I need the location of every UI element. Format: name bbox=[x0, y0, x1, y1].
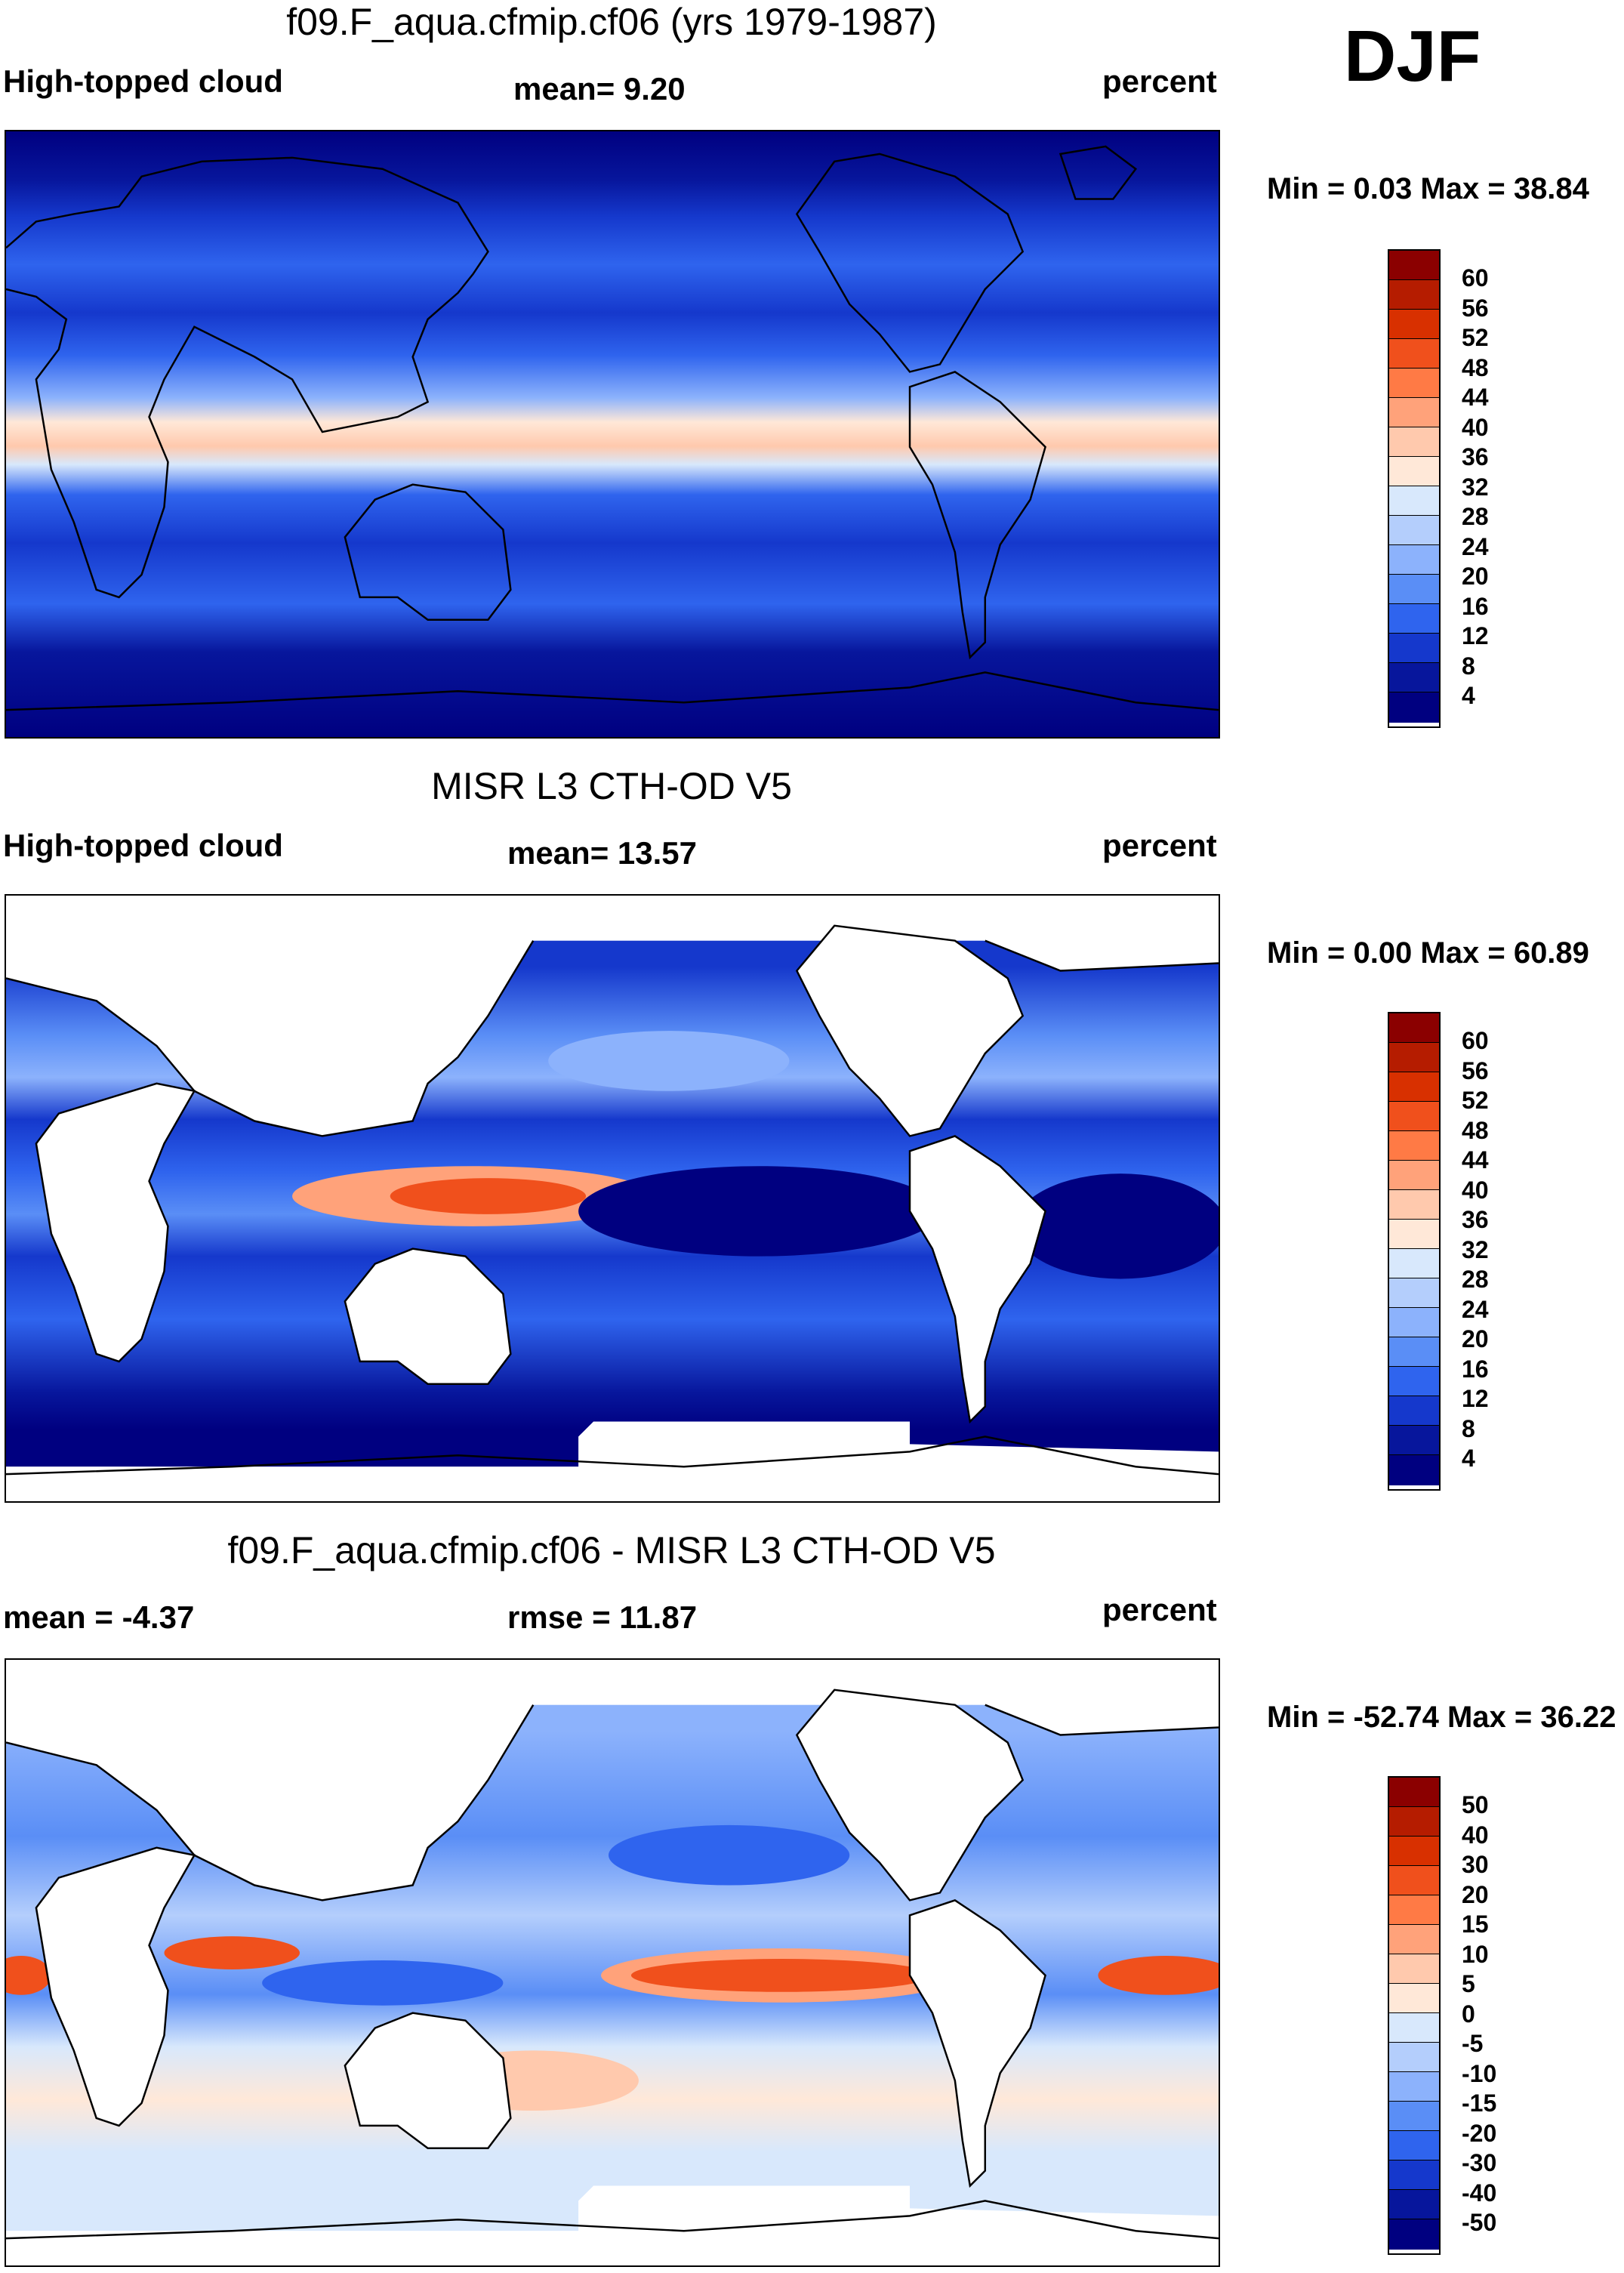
panel-1-title: f09.F_aqua.cfmip.cf06 (yrs 1979-1987) bbox=[286, 1, 937, 43]
panel-1-tick: 24 bbox=[1462, 533, 1489, 560]
panel-3-tick: 40 bbox=[1462, 1821, 1489, 1849]
panel-1-map bbox=[5, 130, 1220, 739]
panel-3-map-graphic bbox=[6, 1660, 1219, 2265]
panel-1-minmax: Min = 0.03 Max = 38.84 bbox=[1267, 172, 1589, 205]
panel-2-tick: 32 bbox=[1462, 1236, 1489, 1263]
panel-3-tick: 0 bbox=[1462, 2000, 1475, 2028]
panel-2-left-label: High-topped cloud bbox=[3, 828, 283, 863]
panel-1-coastlines bbox=[6, 145, 1219, 711]
panel-2-tick: 48 bbox=[1462, 1117, 1489, 1144]
panel-3-minmax: Min = -52.74 Max = 36.22 bbox=[1267, 1701, 1616, 1734]
panel-3-map bbox=[5, 1658, 1220, 2267]
panel-2-tick: 8 bbox=[1462, 1415, 1475, 1442]
panel-2-tick: 44 bbox=[1462, 1146, 1489, 1174]
panel-2-coastlines bbox=[6, 924, 1219, 1476]
panel-3-tick: -30 bbox=[1462, 2149, 1497, 2176]
panel-1-tick: 8 bbox=[1462, 652, 1475, 680]
panel-3-tick: 10 bbox=[1462, 1941, 1489, 1968]
panel-3-tick: 50 bbox=[1462, 1791, 1489, 1818]
panel-1-tick: 16 bbox=[1462, 593, 1489, 620]
season-label: DJF bbox=[1344, 16, 1481, 97]
panel-2-tick: 60 bbox=[1462, 1027, 1489, 1054]
panel-3-tick: 20 bbox=[1462, 1881, 1489, 1908]
panel-2-mean: mean= 13.57 bbox=[507, 835, 698, 871]
panel-3-tick: -15 bbox=[1462, 2089, 1497, 2117]
panel-3-tick: -10 bbox=[1462, 2060, 1497, 2087]
panel-3-tick: -5 bbox=[1462, 2030, 1484, 2057]
panel-1-tick: 4 bbox=[1462, 682, 1475, 709]
panel-1-mean: mean= 9.20 bbox=[513, 71, 686, 106]
panel-2-tick: 52 bbox=[1462, 1087, 1489, 1114]
panel-2-map bbox=[5, 894, 1220, 1503]
panel-2-map-graphic bbox=[6, 896, 1219, 1501]
panel-3-coastlines bbox=[6, 1689, 1219, 2240]
panel-2-tick: 12 bbox=[1462, 1385, 1489, 1412]
panel-1-tick: 36 bbox=[1462, 443, 1489, 470]
panel-2-title: MISR L3 CTH-OD V5 bbox=[431, 765, 792, 807]
panel-2-tick: 16 bbox=[1462, 1355, 1489, 1383]
panel-2-tick: 20 bbox=[1462, 1325, 1489, 1352]
panel-1-tick: 40 bbox=[1462, 414, 1489, 441]
panel-2-colorbar bbox=[1388, 1012, 1441, 1491]
panel-3-rmse: rmse = 11.87 bbox=[507, 1599, 698, 1635]
panel-2-tick: 40 bbox=[1462, 1177, 1489, 1204]
panel-3-tick: 30 bbox=[1462, 1851, 1489, 1878]
panel-1-units: percent bbox=[1102, 63, 1217, 99]
panel-3-tick: -50 bbox=[1462, 2209, 1497, 2236]
panel-2-tick: 28 bbox=[1462, 1266, 1489, 1293]
panel-1-map-graphic bbox=[6, 131, 1219, 737]
panel-3-colorbar bbox=[1388, 1776, 1441, 2255]
panel-1-tick: 56 bbox=[1462, 295, 1489, 322]
panel-2-tick: 56 bbox=[1462, 1057, 1489, 1084]
panel-3-tick: -20 bbox=[1462, 2120, 1497, 2147]
panel-1-tick: 48 bbox=[1462, 354, 1489, 381]
panel-1-left-label: High-topped cloud bbox=[3, 63, 283, 99]
panel-3-tick: 15 bbox=[1462, 1911, 1489, 1938]
panel-2-units: percent bbox=[1102, 828, 1217, 863]
panel-1-tick: 32 bbox=[1462, 473, 1489, 501]
panel-3-tick: 5 bbox=[1462, 1970, 1475, 1997]
panel-3-mean: mean = -4.37 bbox=[3, 1599, 195, 1635]
panel-3-title: f09.F_aqua.cfmip.cf06 - MISR L3 CTH-OD V… bbox=[227, 1529, 996, 1571]
panel-3-units: percent bbox=[1102, 1592, 1217, 1627]
panel-1-tick: 52 bbox=[1462, 324, 1489, 351]
panel-3-tick: -40 bbox=[1462, 2179, 1497, 2207]
panel-1-tick: 28 bbox=[1462, 503, 1489, 530]
panel-2-tick: 4 bbox=[1462, 1445, 1475, 1472]
panel-2-tick: 36 bbox=[1462, 1206, 1489, 1233]
panel-1-tick: 44 bbox=[1462, 384, 1489, 411]
panel-1-colorbar bbox=[1388, 249, 1441, 728]
panel-2-tick: 24 bbox=[1462, 1296, 1489, 1323]
panel-1-tick: 60 bbox=[1462, 264, 1489, 291]
panel-1-tick: 20 bbox=[1462, 563, 1489, 590]
panel-1-tick: 12 bbox=[1462, 622, 1489, 649]
panel-2-minmax: Min = 0.00 Max = 60.89 bbox=[1267, 936, 1589, 970]
